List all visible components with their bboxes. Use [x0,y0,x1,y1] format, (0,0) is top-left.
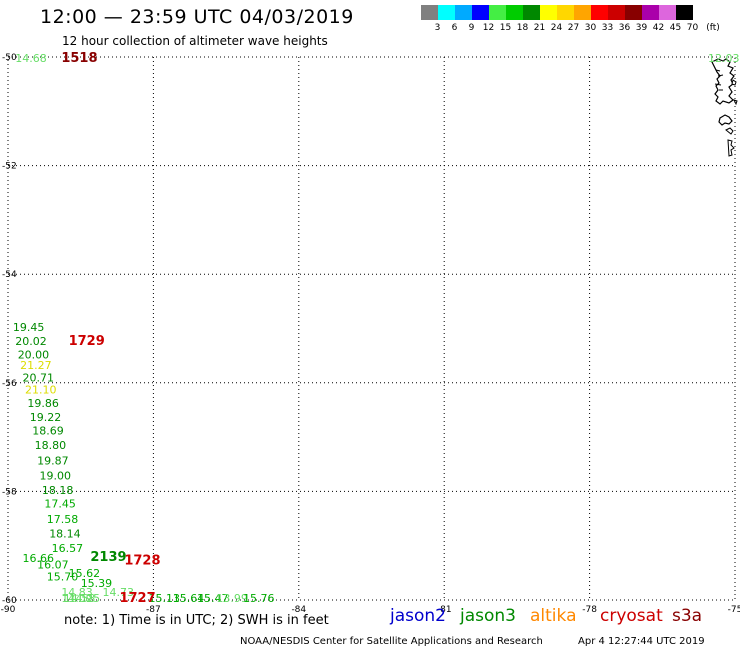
wave-height-value: 12.03 [708,52,740,65]
wave-height-value: 18.80 [35,439,66,452]
legend-label-36: 36 [618,23,631,33]
legend-swatch-9 [455,5,472,20]
wave-height-value: 15.47 [197,592,229,605]
wave-height-value: 19.00 [40,469,72,482]
wave-height-value: 20.71 [23,372,55,385]
legend-swatch-15 [489,5,506,20]
wave-height-value: 15.64 [173,592,205,605]
legend-swatch-70 [676,5,693,20]
legend-label-33: 33 [601,23,614,33]
wave-height-value: 19.45 [13,321,44,334]
coastline-land [711,58,738,157]
legend-swatch-18 [506,5,523,20]
legend-unit: (ft) [706,23,720,33]
wave-height-value: 16.07 [37,559,69,572]
wave-height-value: 15.13 [149,592,181,605]
legend-swatch-36 [608,5,625,20]
wave-height-value: 19.86 [27,397,58,410]
legend-label-9: 9 [468,23,475,33]
wave-height-value: 13.99 [216,592,248,605]
legend-swatch-6 [438,5,455,20]
legend-label-15: 15 [499,23,512,33]
wave-height-value: 16.57 [52,542,83,555]
legend-label-12: 12 [482,23,495,33]
wave-height-value: 14.73 [103,586,135,599]
pass-time-label: 1518 [61,51,97,66]
legend-label-27: 27 [567,23,580,33]
wave-height-value: 14.83 [61,586,93,599]
wave-height-value: 17.45 [44,498,76,511]
mission-jason2: jason2 [390,606,446,626]
lat-tick-label: -58 [2,487,17,497]
mission-cryosat: cryosat [600,606,663,626]
wave-height-value: 16.66 [23,552,55,565]
wave-height-value: 19.87 [37,454,69,467]
legend-label-45: 45 [669,23,682,33]
mission-altika: altika [530,606,577,626]
legend-swatch-27 [557,5,574,20]
lon-tick-label: -84 [291,605,306,615]
map-title: 12:00 — 23:59 UTC 04/03/2019 [40,6,354,28]
legend-swatch-12 [472,5,489,20]
legend-label-3: 3 [434,23,441,33]
wave-height-value: 18.14 [49,528,81,541]
legend-swatch-39 [625,5,642,20]
wave-height-value: 19.22 [30,411,61,424]
lat-tick-label: -54 [2,270,17,280]
wave-height-value: 14.58 [64,592,95,605]
lon-tick-label: -75 [728,605,740,615]
lat-tick-label: -60 [2,596,17,606]
footer-note: note: 1) Time is in UTC; 2) SWH is in fe… [64,613,329,628]
wave-height-value: 15.70 [47,570,78,583]
wave-height-value: 21.10 [25,384,57,397]
legend-label-21: 21 [533,23,546,33]
lat-tick-label: -52 [2,162,17,172]
lon-tick-label: -78 [582,605,597,615]
wave-height-value: 15.62 [69,567,101,580]
wave-height-value: 20.00 [18,348,50,361]
wave-height-value: 18.69 [32,424,64,437]
pass-time-label: 1727 [119,591,155,606]
wave-height-value: 14.25 [69,592,101,605]
wave-height-value: 14.68 [15,52,47,65]
legend-label-42: 42 [652,23,665,33]
lon-tick-label: -90 [1,605,16,615]
pass-time-label: 2139 [90,550,126,565]
mission-s3a: s3a [672,606,703,626]
map-frame [7,56,736,601]
lat-tick-label: -56 [2,379,17,389]
legend-swatch-24 [540,5,557,20]
wave-height-value: 15.39 [81,577,113,590]
legend-label-6: 6 [451,23,458,33]
legend-swatch-30 [574,5,591,20]
legend-label-18: 18 [516,23,529,33]
legend-label-30: 30 [584,23,597,33]
lat-tick-label: -50 [2,53,17,63]
lon-tick-label: -81 [437,605,452,615]
map-subtitle: 12 hour collection of altimeter wave hei… [62,34,328,48]
mission-jason3: jason3 [460,606,516,626]
pass-time-label: 1729 [69,334,105,349]
wave-height-value: 21.27 [20,359,52,372]
credit-source: NOAA/NESDIS Center for Satellite Applica… [240,636,543,647]
wave-height-value: 14.09 [61,592,93,605]
legend-label-39: 39 [635,23,648,33]
legend-swatch-33 [591,5,608,20]
wave-height-value: 17.58 [47,513,78,526]
lon-tick-label: -87 [146,605,161,615]
legend-swatch-21 [523,5,540,20]
legend-swatch-45 [659,5,676,20]
legend-swatch-42 [642,5,659,20]
legend-label-24: 24 [550,23,563,33]
wave-height-value: 20.02 [15,335,47,348]
wave-height-value: 15.76 [243,592,275,605]
legend-label-70: 70 [686,23,699,33]
wave-height-value: 18.18 [42,484,74,497]
credit-timestamp: Apr 4 12:27:44 UTC 2019 [578,636,705,647]
pass-time-label: 1728 [124,554,160,569]
legend-swatch-3 [421,5,438,20]
